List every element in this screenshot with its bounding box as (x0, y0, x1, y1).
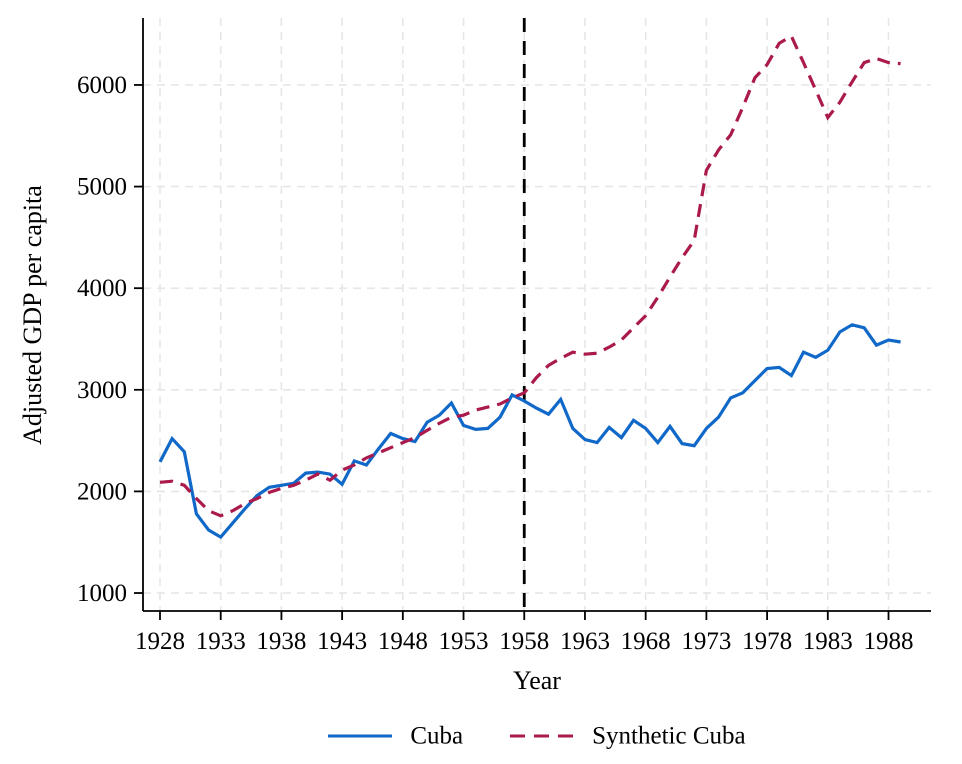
x-tick-label-1953: 1953 (439, 628, 489, 655)
x-tick-label-1983: 1983 (803, 628, 853, 655)
cuba-line (158, 323, 901, 540)
x-tick-label-1928: 1928 (135, 628, 185, 655)
legend-line-sample-synthetic-cuba (510, 734, 575, 738)
x-tick-label-1943: 1943 (317, 628, 367, 655)
x-tick-label-1968: 1968 (621, 628, 671, 655)
x-tick-label-1978: 1978 (742, 628, 792, 655)
x-tick-label-1988: 1988 (864, 628, 914, 655)
synthetic-cuba-line (159, 33, 901, 518)
y-tick-label-5000: 5000 (77, 174, 127, 201)
x-tick-label-1973: 1973 (681, 628, 731, 655)
y-tick-label-2000: 2000 (77, 478, 127, 505)
y-axis-ticks: 1000 2000 3000 4000 5000 6000 (77, 72, 143, 607)
legend-label-cuba: Cuba (410, 722, 464, 750)
x-tick-label-1958: 1958 (499, 628, 549, 655)
x-tick-label-1948: 1948 (378, 628, 428, 655)
x-tick-label-1938: 1938 (256, 628, 306, 655)
y-tick-label-1000: 1000 (77, 580, 127, 607)
x-tick-label-1963: 1963 (560, 628, 610, 655)
y-axis-title: Adjusted GDP per capita (18, 185, 47, 445)
x-tick-label-1933: 1933 (196, 628, 246, 655)
legend: Cuba Synthetic Cuba (143, 724, 931, 749)
y-tick-label-3000: 3000 (77, 377, 127, 404)
legend-label-synthetic-cuba: Synthetic Cuba (592, 722, 746, 750)
gridlines (143, 18, 931, 611)
x-axis-ticks: 1928 1933 1938 1943 1948 1953 1958 1963 1968 1973… (135, 611, 914, 655)
axes (142, 18, 931, 612)
y-tick-label-6000: 6000 (77, 72, 127, 99)
y-tick-label-4000: 4000 (77, 275, 127, 302)
x-axis-title: Year (513, 666, 561, 695)
legend-line-sample-cuba (328, 734, 393, 738)
